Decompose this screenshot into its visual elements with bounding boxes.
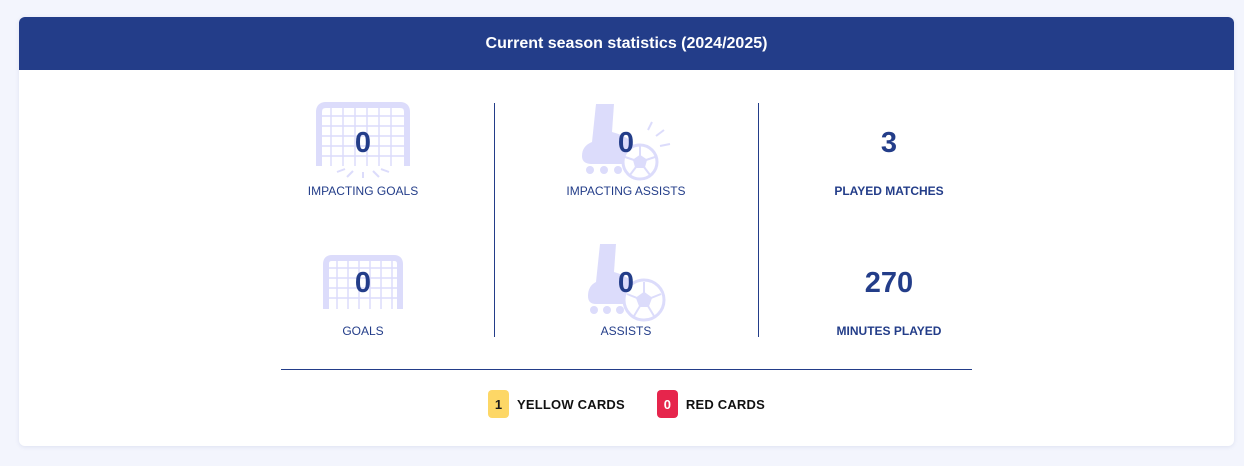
stat-goals: 0 GOALS — [253, 255, 473, 355]
yellow-cards-label: YELLOW CARDS — [517, 396, 625, 412]
yellow-card-badge: 1 — [488, 390, 510, 418]
played-matches-label: PLAYED MATCHES — [834, 184, 944, 198]
card-header: Current season statistics (2024/2025) — [19, 17, 1234, 70]
minutes-played-value: 270 — [864, 267, 914, 299]
goal-net-icon — [316, 102, 410, 178]
assists-value: 0 — [617, 267, 635, 299]
red-cards-label: RED CARDS — [685, 396, 765, 412]
yellow-cards: 1 YELLOW CARDS — [488, 390, 625, 418]
goal-net-icon — [323, 255, 403, 309]
goals-value: 0 — [354, 267, 372, 299]
stat-minutes-played: 270 MINUTES PLAYED — [779, 255, 999, 355]
stat-impacting-goals: 0 IMPACTING GOALS — [253, 102, 473, 212]
column-divider — [758, 103, 759, 337]
stat-assists: 0 ASSISTS — [516, 242, 736, 352]
impacting-assists-value: 0 — [617, 127, 635, 159]
assists-label: ASSISTS — [600, 324, 652, 338]
goals-label: GOALS — [342, 324, 384, 338]
red-cards: 0 RED CARDS — [656, 390, 765, 418]
impacting-assists-label: IMPACTING ASSISTS — [566, 184, 686, 198]
stat-played-matches: 3 PLAYED MATCHES — [779, 102, 999, 212]
played-matches-value: 3 — [880, 127, 898, 159]
red-card-badge: 0 — [656, 390, 678, 418]
impacting-goals-label: IMPACTING GOALS — [307, 184, 419, 198]
section-divider — [281, 369, 972, 370]
card-title: Current season statistics (2024/2025) — [485, 34, 768, 52]
impacting-goals-value: 0 — [354, 127, 372, 159]
minutes-played-label: MINUTES PLAYED — [836, 324, 942, 338]
column-divider — [494, 103, 495, 337]
boot-ball-icon — [582, 104, 671, 181]
stat-impacting-assists: 0 IMPACTING ASSISTS — [516, 102, 736, 212]
season-statistics-card: Current season statistics (2024/2025) — [19, 17, 1234, 446]
cards-summary: 1 YELLOW CARDS 0 RED CARDS — [19, 390, 1234, 418]
boot-ball-icon — [588, 244, 666, 322]
